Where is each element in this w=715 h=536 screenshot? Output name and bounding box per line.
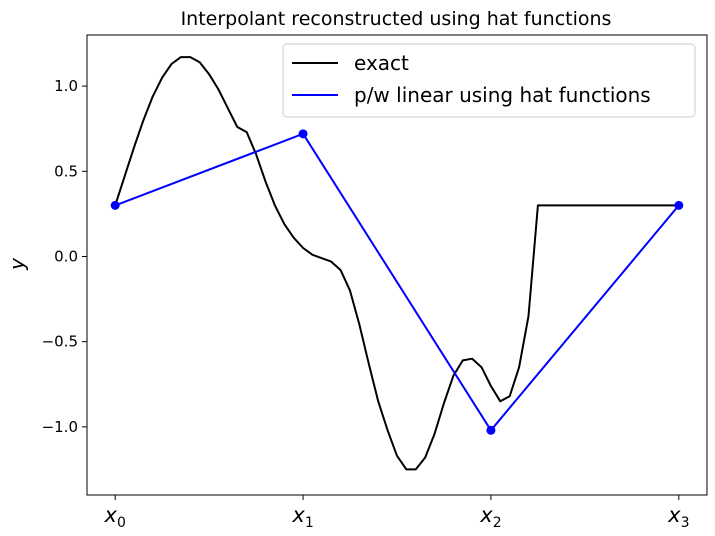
y-tick-label: 0.5 <box>54 162 78 180</box>
plot-frame <box>86 34 708 496</box>
x-tick-label: x1 <box>291 503 313 531</box>
x-tick-label: x3 <box>667 503 689 531</box>
legend-label-exact: exact <box>354 51 409 75</box>
chart-title: Interpolant reconstructed using hat func… <box>181 8 612 30</box>
data-point <box>674 200 684 210</box>
x-tick-label: x0 <box>104 503 126 531</box>
data-point <box>486 425 496 435</box>
data-point <box>298 129 308 139</box>
data-point <box>110 200 120 210</box>
y-tick-label: −0.5 <box>42 333 78 351</box>
y-tick-label: 0.0 <box>54 247 78 265</box>
series-layer <box>110 56 684 471</box>
series-line-0 <box>114 56 679 471</box>
x-axis: x0 x1 x2 x3 <box>104 495 689 531</box>
legend-box <box>282 43 696 118</box>
series-line-1 <box>114 132 680 432</box>
legend: exact p/w linear using hat functions <box>282 43 696 118</box>
y-axis: 1.0 0.5 0.0 −0.5 −1.0 <box>42 77 87 436</box>
plot-area <box>86 34 708 496</box>
y-tick-label: 1.0 <box>54 77 78 95</box>
legend-label-piecewise-linear: p/w linear using hat functions <box>354 83 651 107</box>
y-tick-label: −1.0 <box>42 418 78 436</box>
y-axis-label: y <box>5 257 29 271</box>
x-tick-label: x2 <box>479 503 501 531</box>
